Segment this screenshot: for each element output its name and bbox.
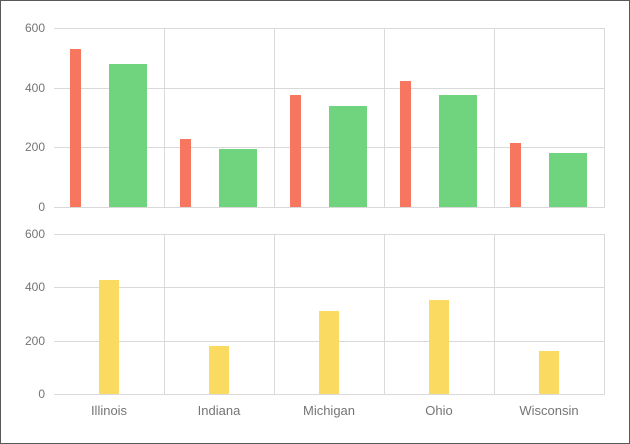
x-category-label: Illinois [90, 403, 128, 418]
y-tick-label: 400 [24, 80, 45, 95]
bar-red-series-illinois[interactable] [69, 48, 81, 207]
bar-yellow-series-indiana[interactable] [209, 345, 229, 394]
y-tick-label: 200 [24, 333, 45, 348]
bar-green-series-wisconsin[interactable] [549, 152, 587, 207]
v-gridline [494, 28, 495, 207]
bar-red-series-wisconsin[interactable] [509, 143, 521, 207]
h-gridline [54, 234, 605, 235]
v-gridline [604, 28, 605, 207]
bar-green-series-indiana[interactable] [219, 148, 257, 207]
x-category-label: Wisconsin [519, 403, 579, 418]
x-category-label: Indiana [197, 403, 241, 418]
v-gridline [274, 234, 275, 394]
h-gridline [54, 207, 605, 208]
y-tick-label: 0 [38, 387, 45, 401]
h-gridline [54, 28, 605, 29]
v-gridline [384, 28, 385, 207]
h-gridline [54, 287, 605, 289]
y-tick-label: 600 [24, 21, 45, 35]
bar-yellow-series-illinois[interactable] [99, 279, 119, 394]
y-tick-label: 200 [24, 140, 45, 155]
bar-red-series-michigan[interactable] [289, 95, 301, 207]
x-category-label: Ohio [425, 403, 453, 418]
h-gridline [54, 394, 605, 395]
v-gridline [494, 234, 495, 394]
v-gridline [604, 234, 605, 394]
bar-red-series-ohio[interactable] [399, 81, 411, 207]
bar-green-series-michigan[interactable] [329, 106, 367, 207]
h-gridline [54, 87, 605, 89]
v-gridline [164, 28, 165, 207]
y-tick-label: 600 [24, 227, 45, 241]
bar-yellow-series-michigan[interactable] [319, 310, 339, 394]
y-tick-label: 400 [24, 280, 45, 295]
x-category-label: Michigan [302, 403, 356, 418]
bar-green-series-ohio[interactable] [439, 94, 477, 207]
bar-red-series-indiana[interactable] [179, 138, 191, 207]
bar-green-series-illinois[interactable] [109, 64, 147, 207]
v-gridline [164, 234, 165, 394]
v-gridline [384, 234, 385, 394]
bar-yellow-series-wisconsin[interactable] [539, 351, 559, 394]
v-gridline [274, 28, 275, 207]
bar-yellow-series-ohio[interactable] [429, 299, 449, 394]
y-tick-label: 0 [38, 200, 45, 214]
